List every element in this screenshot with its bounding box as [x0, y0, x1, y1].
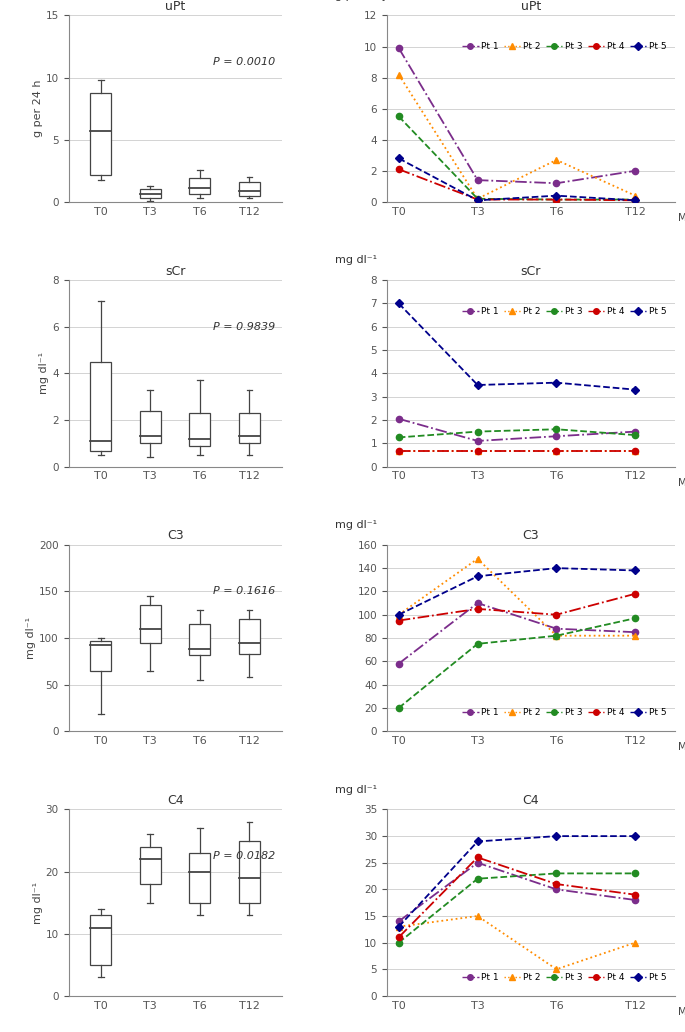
Y-axis label: mg dl⁻¹: mg dl⁻¹ — [33, 881, 43, 924]
Text: P = 0.0010: P = 0.0010 — [213, 57, 275, 67]
Text: mg dl⁻¹: mg dl⁻¹ — [335, 520, 377, 529]
Bar — [190, 853, 210, 903]
Y-axis label: g per 24 h: g per 24 h — [33, 79, 42, 137]
Text: Months: Months — [677, 213, 685, 223]
Text: P = 0.1616: P = 0.1616 — [213, 586, 275, 596]
Bar — [190, 413, 210, 446]
Bar — [90, 93, 111, 174]
Legend: Pt 1, Pt 2, Pt 3, Pt 4, Pt 5: Pt 1, Pt 2, Pt 3, Pt 4, Pt 5 — [459, 969, 670, 986]
Y-axis label: mg dl⁻¹: mg dl⁻¹ — [26, 617, 36, 659]
Bar — [239, 413, 260, 443]
Bar — [239, 619, 260, 654]
Title: C4: C4 — [166, 794, 184, 807]
Title: uPt: uPt — [521, 0, 541, 13]
Bar — [239, 182, 260, 196]
Bar — [190, 179, 210, 194]
Title: C3: C3 — [523, 529, 539, 542]
Bar — [140, 606, 161, 643]
Text: P = 0.0182: P = 0.0182 — [213, 851, 275, 861]
Bar — [239, 840, 260, 903]
Legend: Pt 1, Pt 2, Pt 3, Pt 4, Pt 5: Pt 1, Pt 2, Pt 3, Pt 4, Pt 5 — [459, 38, 670, 55]
Title: sCr: sCr — [165, 264, 185, 278]
Text: Months: Months — [677, 1007, 685, 1018]
Title: C3: C3 — [166, 529, 184, 542]
Bar — [140, 190, 161, 198]
Y-axis label: mg dl⁻¹: mg dl⁻¹ — [39, 352, 49, 394]
Legend: Pt 1, Pt 2, Pt 3, Pt 4, Pt 5: Pt 1, Pt 2, Pt 3, Pt 4, Pt 5 — [459, 705, 670, 721]
Text: mg dl⁻¹: mg dl⁻¹ — [335, 784, 377, 795]
Title: C4: C4 — [523, 794, 539, 807]
Legend: Pt 1, Pt 2, Pt 3, Pt 4, Pt 5: Pt 1, Pt 2, Pt 3, Pt 4, Pt 5 — [459, 303, 670, 320]
Bar — [190, 624, 210, 654]
Text: P = 0.9839: P = 0.9839 — [213, 322, 275, 331]
Text: Months: Months — [677, 742, 685, 752]
Title: uPt: uPt — [165, 0, 185, 13]
Bar — [90, 641, 111, 671]
Bar — [140, 411, 161, 443]
Bar — [140, 847, 161, 884]
Title: sCr: sCr — [521, 264, 541, 278]
Bar — [90, 361, 111, 451]
Text: Months: Months — [677, 478, 685, 488]
Bar — [90, 915, 111, 965]
Text: mg dl⁻¹: mg dl⁻¹ — [335, 255, 377, 265]
